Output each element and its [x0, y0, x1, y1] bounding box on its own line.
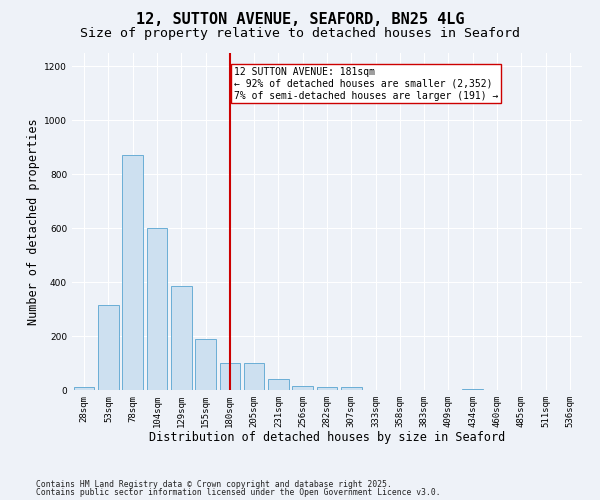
Bar	[292, 386, 313, 390]
Text: Contains HM Land Registry data © Crown copyright and database right 2025.: Contains HM Land Registry data © Crown c…	[36, 480, 392, 489]
Y-axis label: Number of detached properties: Number of detached properties	[27, 118, 40, 324]
Bar	[268, 379, 289, 390]
Bar	[463, 388, 483, 390]
Text: Size of property relative to detached houses in Seaford: Size of property relative to detached ho…	[80, 28, 520, 40]
Bar	[171, 286, 191, 390]
Bar	[317, 388, 337, 390]
Text: 12, SUTTON AVENUE, SEAFORD, BN25 4LG: 12, SUTTON AVENUE, SEAFORD, BN25 4LG	[136, 12, 464, 28]
Bar	[146, 228, 167, 390]
X-axis label: Distribution of detached houses by size in Seaford: Distribution of detached houses by size …	[149, 432, 505, 444]
Bar	[244, 363, 265, 390]
Bar	[122, 155, 143, 390]
Bar	[98, 305, 119, 390]
Bar	[341, 388, 362, 390]
Text: Contains public sector information licensed under the Open Government Licence v3: Contains public sector information licen…	[36, 488, 440, 497]
Bar	[195, 338, 216, 390]
Bar	[74, 388, 94, 390]
Text: 12 SUTTON AVENUE: 181sqm
← 92% of detached houses are smaller (2,352)
7% of semi: 12 SUTTON AVENUE: 181sqm ← 92% of detach…	[233, 68, 498, 100]
Bar	[220, 363, 240, 390]
